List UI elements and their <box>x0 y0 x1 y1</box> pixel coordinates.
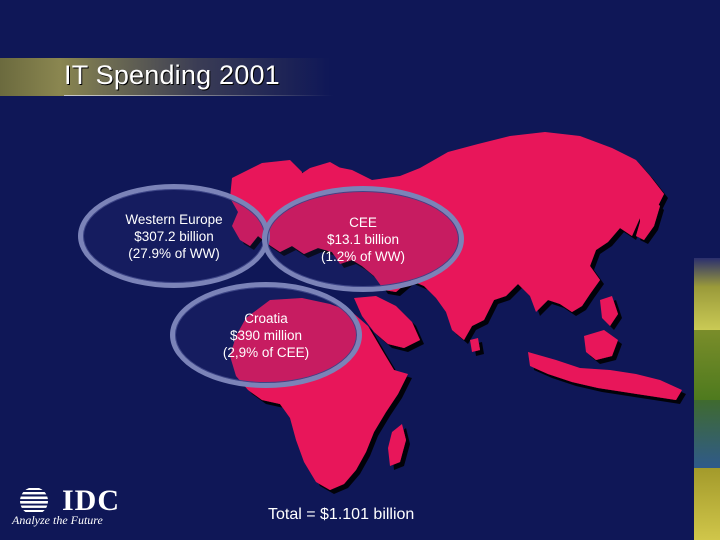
philippines-landmass <box>600 296 618 326</box>
idc-logo: IDC Analyze the Future <box>12 484 122 530</box>
indonesia-landmass <box>528 352 682 400</box>
region-value: $390 million <box>229 327 303 343</box>
region-share: (2,9% of CEE) <box>222 344 310 360</box>
title-bar <box>0 58 330 96</box>
region-name: Croatia <box>244 310 288 326</box>
region-bubble-cee: CEE $13.1 billion (1.2% of WW) <box>262 186 464 292</box>
logo-tagline: Analyze the Future <box>12 513 103 527</box>
region-bubble-western-europe: Western Europe $307.2 billion (27.9% of … <box>78 184 270 288</box>
borneo-landmass <box>584 330 618 360</box>
logo-wordmark: IDC <box>62 484 121 517</box>
title-underline <box>64 95 334 96</box>
globe-icon <box>20 488 48 512</box>
region-share: (1.2% of WW) <box>320 248 405 264</box>
region-share: (27.9% of WW) <box>128 245 220 261</box>
japan-landmass <box>636 198 660 240</box>
strip-segment <box>694 330 720 400</box>
slide-title: IT Spending 2001 <box>64 60 280 90</box>
madagascar-landmass <box>388 424 406 466</box>
strip-segment <box>694 258 720 330</box>
arabia-landmass <box>354 296 420 348</box>
strip-segment <box>694 468 720 540</box>
region-bubble-croatia: Croatia $390 million (2,9% of CEE) <box>170 282 362 388</box>
sri-lanka-landmass <box>470 338 480 352</box>
strip-segment <box>694 400 720 468</box>
total-label: Total = $1.101 billion <box>268 506 415 523</box>
region-value: $13.1 billion <box>326 231 400 247</box>
right-color-strip <box>694 0 720 540</box>
region-name: Western Europe <box>125 211 223 227</box>
region-value: $307.2 billion <box>134 228 214 244</box>
region-name: CEE <box>349 214 377 230</box>
